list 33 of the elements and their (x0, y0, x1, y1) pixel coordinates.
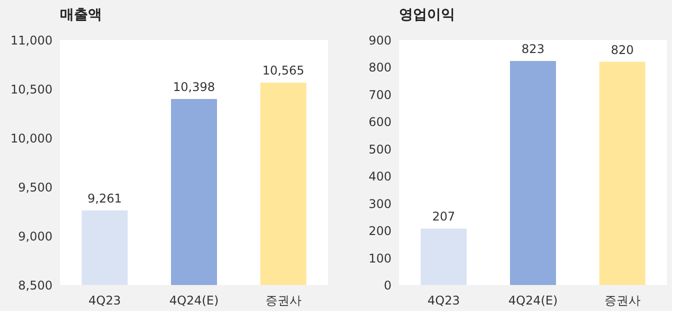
x-tick-label: 4Q23 (427, 294, 460, 308)
chart-title: 영업이익 (399, 7, 455, 23)
y-tick-label: 10,000 (10, 132, 52, 146)
x-tick-label: 4Q23 (88, 294, 121, 308)
data-label: 10,565 (262, 64, 304, 78)
y-tick-label: 800 (368, 60, 392, 75)
y-tick-label: 8,500 (18, 278, 52, 292)
y-tick-label: 700 (368, 88, 392, 102)
data-label: 207 (432, 210, 456, 224)
bar (599, 62, 646, 285)
bar (420, 228, 467, 285)
y-tick-label: 200 (368, 224, 392, 238)
x-tick-label: 4Q24(E) (508, 294, 558, 308)
y-tick-label: 300 (368, 196, 392, 211)
y-tick-label: 11,000 (10, 34, 52, 48)
x-tick-label: 4Q24(E) (169, 294, 219, 308)
x-tick-label: 증권사 (604, 294, 640, 308)
y-tick-label: 10,500 (10, 82, 52, 96)
chart-title: 매출액 (60, 7, 102, 23)
y-tick-label: 9,000 (18, 230, 52, 244)
y-tick-label: 0 (384, 278, 392, 292)
data-label: 820 (610, 42, 634, 57)
y-tick-label: 500 (368, 142, 392, 156)
data-label: 10,398 (173, 80, 215, 94)
y-tick-label: 100 (368, 251, 392, 266)
data-label: 823 (522, 42, 544, 56)
x-tick-label: 증권사 (265, 294, 302, 308)
bar (510, 60, 556, 285)
data-label: 9,261 (87, 191, 122, 206)
y-tick-label: 400 (368, 170, 392, 184)
y-tick-label: 900 (368, 34, 392, 48)
y-tick-label: 9,500 (18, 180, 52, 194)
y-tick-label: 600 (368, 115, 392, 130)
